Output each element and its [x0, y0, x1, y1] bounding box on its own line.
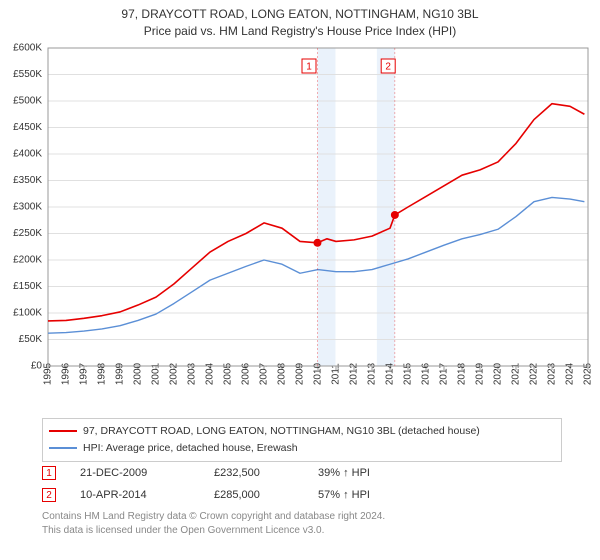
footer: Contains HM Land Registry data © Crown c… — [42, 510, 562, 538]
svg-text:£500K: £500K — [13, 96, 42, 107]
sale-marker-1: 1 — [42, 466, 56, 480]
legend-label-property: 97, DRAYCOTT ROAD, LONG EATON, NOTTINGHA… — [83, 423, 480, 440]
chart-container: 97, DRAYCOTT ROAD, LONG EATON, NOTTINGHA… — [0, 0, 600, 560]
legend-item-property: 97, DRAYCOTT ROAD, LONG EATON, NOTTINGHA… — [49, 423, 555, 440]
sale-price-2: £285,000 — [214, 489, 294, 501]
sale-marker-2: 2 — [42, 488, 56, 502]
svg-text:2: 2 — [385, 62, 391, 73]
svg-text:£150K: £150K — [13, 281, 42, 292]
svg-text:£400K: £400K — [13, 149, 42, 160]
chart-svg: £0 £50K £100K £150K £200K £250K £300K £350K £400… — [0, 42, 600, 412]
title-block: 97, DRAYCOTT ROAD, LONG EATON, NOTTINGHA… — [0, 0, 600, 40]
sales-row-1: 1 21-DEC-2009 £232,500 39% ↑ HPI — [42, 462, 562, 484]
svg-text:£200K: £200K — [13, 255, 42, 266]
sale-marker-2-num: 2 — [46, 490, 52, 501]
title-line-2: Price paid vs. HM Land Registry's House … — [0, 23, 600, 40]
svg-text:£50K: £50K — [19, 334, 43, 345]
sale-date-2: 10-APR-2014 — [80, 489, 190, 501]
svg-text:£300K: £300K — [13, 202, 42, 213]
footer-line-1: Contains HM Land Registry data © Crown c… — [42, 510, 562, 524]
sale-pct-2: 57% ↑ HPI — [318, 489, 418, 501]
sale-pct-1: 39% ↑ HPI — [318, 467, 418, 479]
legend-swatch-hpi — [49, 447, 77, 449]
svg-text:£0: £0 — [31, 361, 43, 372]
svg-text:£550K: £550K — [13, 69, 42, 80]
sale-date-1: 21-DEC-2009 — [80, 467, 190, 479]
sale-price-1: £232,500 — [214, 467, 294, 479]
legend-item-hpi: HPI: Average price, detached house, Erew… — [49, 440, 555, 457]
legend: 97, DRAYCOTT ROAD, LONG EATON, NOTTINGHA… — [42, 418, 562, 462]
footer-line-2: This data is licensed under the Open Gov… — [42, 524, 562, 538]
svg-text:£100K: £100K — [13, 308, 42, 319]
chart-area: £0 £50K £100K £150K £200K £250K £300K £350K £400… — [0, 42, 600, 412]
legend-label-hpi: HPI: Average price, detached house, Erew… — [83, 440, 298, 457]
svg-text:£350K: £350K — [13, 175, 42, 186]
title-line-1: 97, DRAYCOTT ROAD, LONG EATON, NOTTINGHA… — [0, 6, 600, 23]
sale-marker-1-num: 1 — [46, 468, 52, 479]
legend-swatch-property — [49, 430, 77, 432]
svg-text:£250K: £250K — [13, 228, 42, 239]
svg-text:£600K: £600K — [13, 43, 42, 54]
sales-row-2: 2 10-APR-2014 £285,000 57% ↑ HPI — [42, 484, 562, 506]
svg-text:1: 1 — [306, 62, 312, 73]
sales-table: 1 21-DEC-2009 £232,500 39% ↑ HPI 2 10-AP… — [42, 462, 562, 506]
svg-text:£450K: £450K — [13, 122, 42, 133]
